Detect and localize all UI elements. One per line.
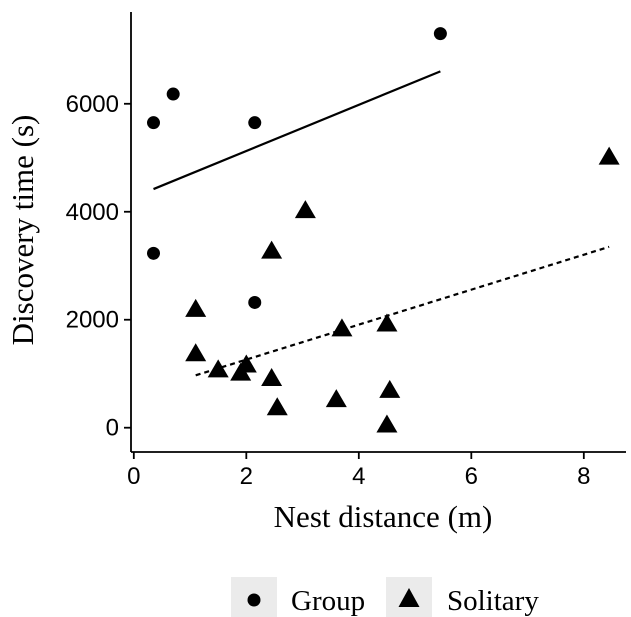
solitary-point [185,343,207,362]
solitary-point [185,298,207,317]
group-point [433,27,447,41]
solitary-point [325,389,347,408]
solitary-point [266,397,288,416]
solitary-point [598,146,620,165]
x-tick-label: 2 [240,463,253,490]
y-tick-label: 4000 [66,199,119,226]
x-tick-label: 0 [127,463,140,490]
ticks: 0 2 4 6 8 0 2000 4000 6000 [66,91,591,490]
legend-label-group: Group [291,585,365,617]
legend-circle-marker [247,593,261,607]
solitary-point [294,200,316,219]
group-point [147,116,160,130]
legend-label-solitary: Solitary [447,585,539,617]
solitary-trend-line [195,245,610,377]
solitary-point [376,414,398,433]
solitary-point [235,354,257,373]
solitary-point [207,359,229,378]
y-tick-label: 2000 [66,307,119,334]
x-tick-label: 4 [352,463,365,490]
y-tick-label: 0 [106,415,119,442]
solitary-point [379,379,401,398]
x-axis-title: Nest distance (m) [274,499,493,534]
axes [130,12,626,453]
solitary-point [331,318,353,337]
group-point [147,246,160,260]
x-tick-label: 8 [577,463,590,490]
group-trend-line [153,70,441,191]
group-point [248,116,262,130]
group-point [248,295,262,309]
plot-area [147,27,620,433]
solitary-point [261,368,283,387]
group-point [166,87,180,101]
solitary-point [376,313,398,332]
x-tick-label: 6 [465,463,478,490]
y-axis-title: Discovery time (s) [5,115,40,346]
legend: Group Solitary [231,577,539,617]
solitary-point [261,240,283,259]
y-tick-label: 6000 [66,91,119,118]
legend-triangle-marker [398,588,420,607]
